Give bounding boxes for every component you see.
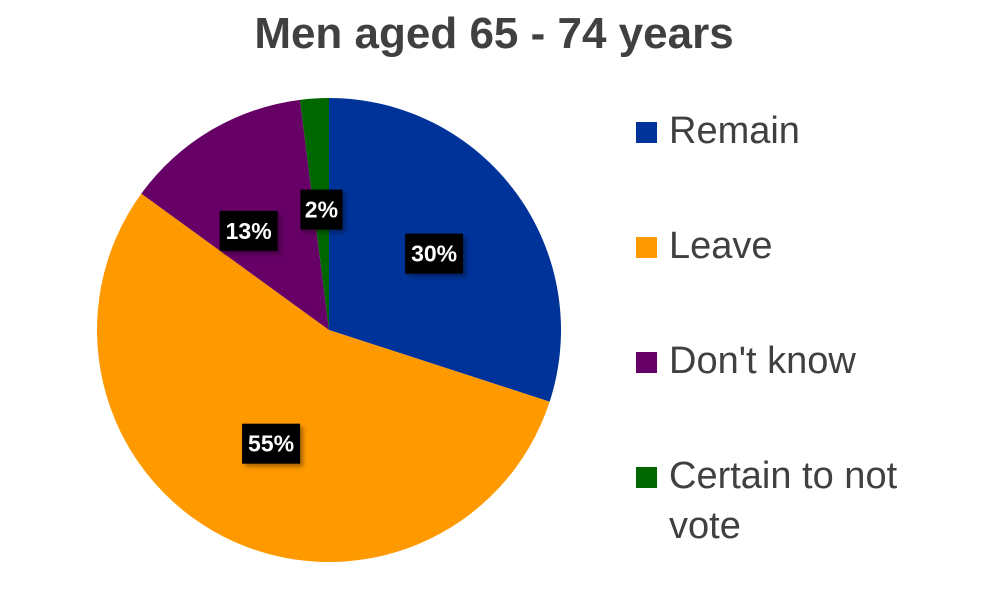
legend-label-remain: Remain [669, 110, 800, 152]
data-label-remain: 30% [405, 233, 464, 274]
data-label-leave: 55% [242, 423, 301, 464]
legend-swatch-dont-know [636, 352, 657, 373]
data-label-certain-to-not-vote: 2% [300, 189, 343, 230]
data-label-box-dont-know [219, 210, 278, 251]
legend-swatch-certain-to-not-vote [636, 467, 657, 488]
legend-swatch-remain [636, 122, 657, 143]
legend-label-certain-to-not-vote: Certain to not vote [669, 455, 898, 547]
legend-label-dont-know: Don't know [669, 340, 856, 382]
pie-slice-leave [97, 193, 550, 562]
data-label-box-certain-to-not-vote [300, 189, 343, 230]
data-label-text-dont-know: 13% [226, 218, 272, 244]
data-label-text-certain-to-not-vote: 2% [305, 197, 338, 223]
data-label-box-remain [405, 233, 464, 274]
data-label-box-leave [242, 423, 301, 464]
legend-label-leave: Leave [669, 225, 773, 267]
data-label-dont-know: 13% [219, 210, 278, 251]
legend-swatch-leave [636, 237, 657, 258]
data-label-text-remain: 30% [411, 241, 457, 267]
chart-title: Men aged 65 - 74 years [254, 9, 734, 58]
data-label-text-leave: 55% [248, 431, 294, 457]
